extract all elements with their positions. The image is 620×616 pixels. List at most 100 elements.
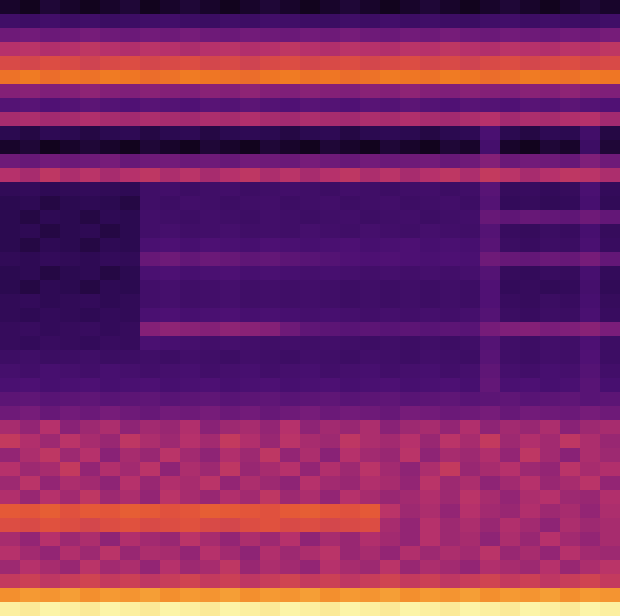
cell [140,336,160,350]
cell [60,294,80,308]
cell [220,280,240,294]
cell [240,476,260,490]
cell [280,574,300,588]
cell [0,406,20,420]
cell [360,126,380,140]
cell [460,434,480,448]
cell [60,560,80,574]
cell [380,574,400,588]
cell [40,546,60,560]
cell [500,476,520,490]
cell [40,28,60,42]
cell [360,70,380,84]
cell [280,252,300,266]
cell [180,210,200,224]
cell [0,336,20,350]
cell [60,98,80,112]
cell [560,392,580,406]
cell [500,280,520,294]
cell [460,518,480,532]
cell [120,350,140,364]
cell [240,434,260,448]
cell [280,224,300,238]
cell [260,462,280,476]
cell [340,140,360,154]
cell [440,392,460,406]
cell [440,476,460,490]
cell [40,70,60,84]
cell [300,490,320,504]
cell [80,210,100,224]
cell [200,168,220,182]
cell [300,56,320,70]
cell [400,126,420,140]
cell [420,294,440,308]
cell [460,182,480,196]
cell [500,420,520,434]
cell [600,196,620,210]
cell [460,98,480,112]
cell [600,322,620,336]
cell [540,420,560,434]
cell [420,252,440,266]
cell [480,490,500,504]
cell [180,322,200,336]
cell [460,70,480,84]
cell [160,252,180,266]
cell [540,210,560,224]
cell [20,308,40,322]
cell [100,56,120,70]
cell [360,406,380,420]
cell [420,378,440,392]
cell [100,490,120,504]
cell [400,266,420,280]
cell [300,42,320,56]
cell [600,42,620,56]
cell [0,462,20,476]
cell [180,42,200,56]
cell [240,210,260,224]
cell [40,238,60,252]
cell [360,98,380,112]
cell [260,56,280,70]
cell [120,462,140,476]
cell [0,546,20,560]
cell [360,434,380,448]
cell [20,182,40,196]
cell [60,42,80,56]
cell [260,210,280,224]
cell [420,154,440,168]
cell [440,490,460,504]
cell [400,406,420,420]
cell [480,84,500,98]
cell [480,112,500,126]
cell [400,182,420,196]
cell [100,224,120,238]
cell [280,602,300,616]
cell [140,546,160,560]
cell [0,490,20,504]
cell [0,476,20,490]
cell [600,462,620,476]
cell [300,364,320,378]
cell [460,140,480,154]
cell [360,238,380,252]
cell [20,252,40,266]
cell [300,588,320,602]
cell [560,112,580,126]
cell [280,280,300,294]
cell [180,0,200,14]
cell [80,420,100,434]
cell [100,42,120,56]
cell [280,182,300,196]
cell [180,462,200,476]
cell [320,252,340,266]
cell [380,112,400,126]
cell [80,224,100,238]
cell [540,574,560,588]
cell [480,546,500,560]
cell [0,98,20,112]
cell [0,588,20,602]
cell [140,196,160,210]
cell [0,0,20,14]
